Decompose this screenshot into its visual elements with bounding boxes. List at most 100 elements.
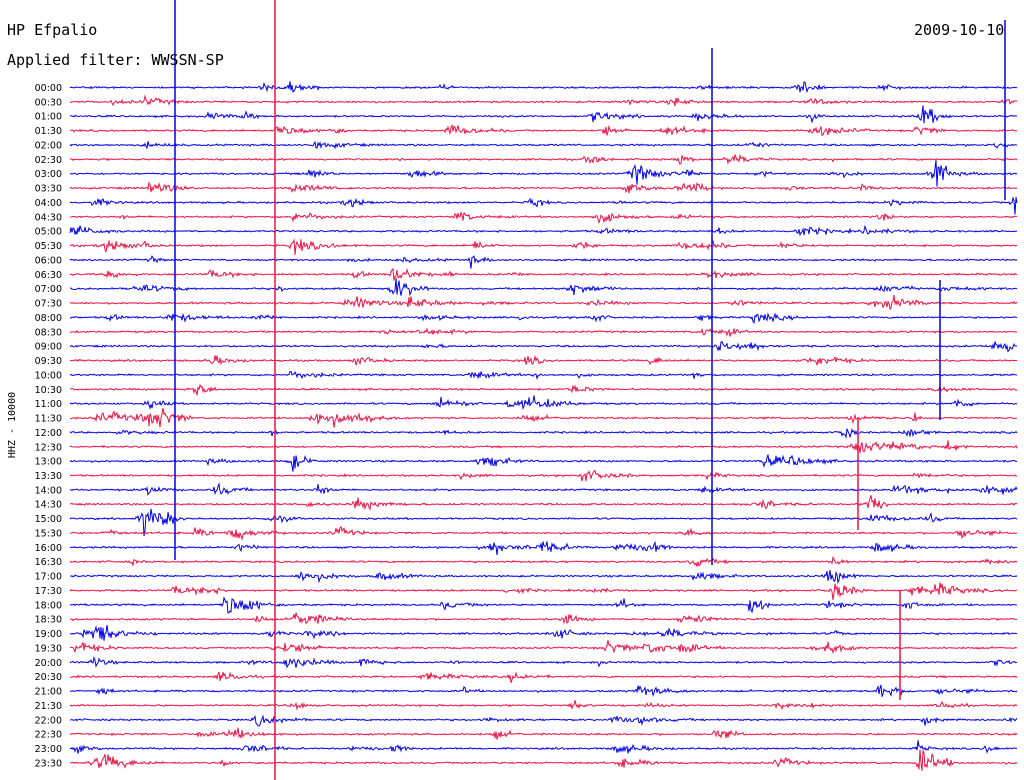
row-time-label: 09:30 bbox=[35, 356, 62, 367]
row-time-label: 11:30 bbox=[35, 414, 62, 425]
seismic-trace-row bbox=[69, 596, 1018, 614]
seismic-trace-row bbox=[69, 327, 1017, 337]
seismic-trace-row bbox=[69, 383, 1018, 396]
seismic-trace-row bbox=[69, 160, 1018, 187]
seismic-trace-row bbox=[70, 495, 1018, 511]
row-time-label: 21:00 bbox=[35, 687, 62, 698]
row-time-label: 20:00 bbox=[35, 658, 62, 669]
row-time-label: 10:00 bbox=[35, 370, 62, 381]
seismic-trace-row bbox=[70, 570, 1018, 585]
row-time-label: 06:00 bbox=[35, 255, 62, 266]
station-title: HP Efpalio bbox=[7, 21, 97, 39]
row-time-label: 10:30 bbox=[35, 385, 62, 396]
seismic-trace-row bbox=[69, 81, 1018, 94]
row-time-label: 19:30 bbox=[35, 643, 62, 654]
seismic-trace-row bbox=[69, 700, 1018, 711]
seismic-trace-row bbox=[69, 655, 1018, 669]
row-time-label: 12:30 bbox=[35, 442, 62, 453]
seismic-trace-row bbox=[69, 238, 1018, 255]
row-time-label: 03:30 bbox=[35, 184, 62, 195]
row-time-label: 12:00 bbox=[35, 428, 62, 439]
row-time-label: 13:30 bbox=[35, 471, 62, 482]
row-time-label: 04:30 bbox=[35, 212, 62, 223]
row-time-label: 20:30 bbox=[35, 672, 62, 683]
seismic-trace-row bbox=[70, 124, 1018, 137]
row-time-label: 07:00 bbox=[35, 284, 62, 295]
row-time-label: 09:00 bbox=[35, 342, 62, 353]
seismic-trace-row bbox=[69, 625, 1018, 641]
row-time-label: 02:30 bbox=[35, 155, 62, 166]
seismic-trace-row bbox=[70, 525, 1018, 541]
seismic-trace-row bbox=[69, 714, 1018, 727]
seismic-trace-row bbox=[69, 556, 1018, 567]
seismic-trace-row bbox=[69, 312, 1018, 324]
row-time-label: 14:00 bbox=[35, 485, 62, 496]
seismic-trace-row bbox=[69, 540, 1018, 555]
row-time-label: 04:00 bbox=[35, 198, 62, 209]
row-time-label: 17:30 bbox=[35, 586, 62, 597]
row-time-label: 02:00 bbox=[35, 140, 62, 151]
seismic-trace-row bbox=[69, 612, 1018, 625]
filter-label: Applied filter: WWSSN-SP bbox=[7, 51, 224, 69]
row-time-label: 06:30 bbox=[35, 270, 62, 281]
row-time-label: 18:30 bbox=[35, 615, 62, 626]
seismic-trace-row bbox=[69, 181, 1018, 194]
seismic-trace-row bbox=[69, 508, 1018, 537]
row-time-label: 03:00 bbox=[35, 169, 62, 180]
seismic-trace-row bbox=[70, 211, 1018, 225]
row-time-label: 00:00 bbox=[35, 83, 62, 94]
seismic-trace-row bbox=[69, 454, 1018, 472]
seismic-trace-row bbox=[69, 440, 1018, 454]
seismic-trace-row bbox=[69, 671, 1018, 683]
seismic-trace-row bbox=[69, 140, 1018, 150]
row-time-label: 11:00 bbox=[35, 399, 62, 410]
seismic-trace-row bbox=[69, 582, 1018, 600]
row-time-label: 18:00 bbox=[35, 600, 62, 611]
seismic-trace-row bbox=[69, 470, 1018, 482]
row-time-label: 17:00 bbox=[35, 572, 62, 583]
seismic-trace-row bbox=[69, 370, 1017, 380]
row-time-label: 23:00 bbox=[35, 744, 62, 755]
seismic-trace-row bbox=[69, 295, 1018, 311]
row-time-label: 21:30 bbox=[35, 701, 62, 712]
row-time-label: 08:30 bbox=[35, 327, 62, 338]
row-time-label: 22:00 bbox=[35, 715, 62, 726]
seismic-trace-row bbox=[69, 153, 1018, 165]
seismic-trace-row bbox=[69, 277, 1018, 297]
row-time-label: 05:30 bbox=[35, 241, 62, 252]
seismic-trace-row bbox=[69, 740, 1018, 754]
seismic-trace-row bbox=[69, 395, 1018, 411]
row-time-label: 13:00 bbox=[35, 457, 62, 468]
seismic-trace-row bbox=[69, 224, 1018, 237]
row-time-label: 19:00 bbox=[35, 629, 62, 640]
seismic-trace-row bbox=[69, 640, 1018, 655]
date-label: 2009-10-10 bbox=[914, 21, 1004, 39]
seismic-trace-row bbox=[69, 428, 1018, 440]
row-time-label: 16:00 bbox=[35, 543, 62, 554]
row-time-label: 15:30 bbox=[35, 528, 62, 539]
seismic-trace-row bbox=[69, 267, 1018, 281]
row-time-label: 00:30 bbox=[35, 97, 62, 108]
seismic-trace-row bbox=[69, 196, 1018, 215]
seismic-trace-row bbox=[69, 105, 1018, 124]
row-time-label: 22:30 bbox=[35, 730, 62, 741]
seismic-trace-row bbox=[69, 748, 1018, 771]
row-time-label: 07:30 bbox=[35, 299, 62, 310]
trace-layer bbox=[69, 0, 1018, 780]
seismic-trace-row bbox=[69, 341, 1018, 353]
row-time-label: 15:00 bbox=[35, 514, 62, 525]
seismic-trace-row bbox=[69, 727, 1018, 740]
seismic-trace-row bbox=[70, 94, 1018, 107]
row-time-label: 23:30 bbox=[35, 758, 62, 769]
row-time-label: 14:30 bbox=[35, 500, 62, 511]
y-axis-label: HHZ - 10000 bbox=[7, 392, 18, 458]
seismic-trace-row bbox=[70, 407, 1017, 428]
seismic-trace-row bbox=[69, 255, 1018, 269]
seismic-trace-row bbox=[69, 482, 1018, 497]
row-label-layer: 00:00 00:30 01:00 01:30 02:00 02:30 03:00 03:30… bbox=[35, 83, 62, 769]
row-time-label: 16:30 bbox=[35, 557, 62, 568]
row-time-label: 08:00 bbox=[35, 313, 62, 324]
seismic-trace-row bbox=[69, 354, 1018, 366]
row-time-label: 01:30 bbox=[35, 126, 62, 137]
